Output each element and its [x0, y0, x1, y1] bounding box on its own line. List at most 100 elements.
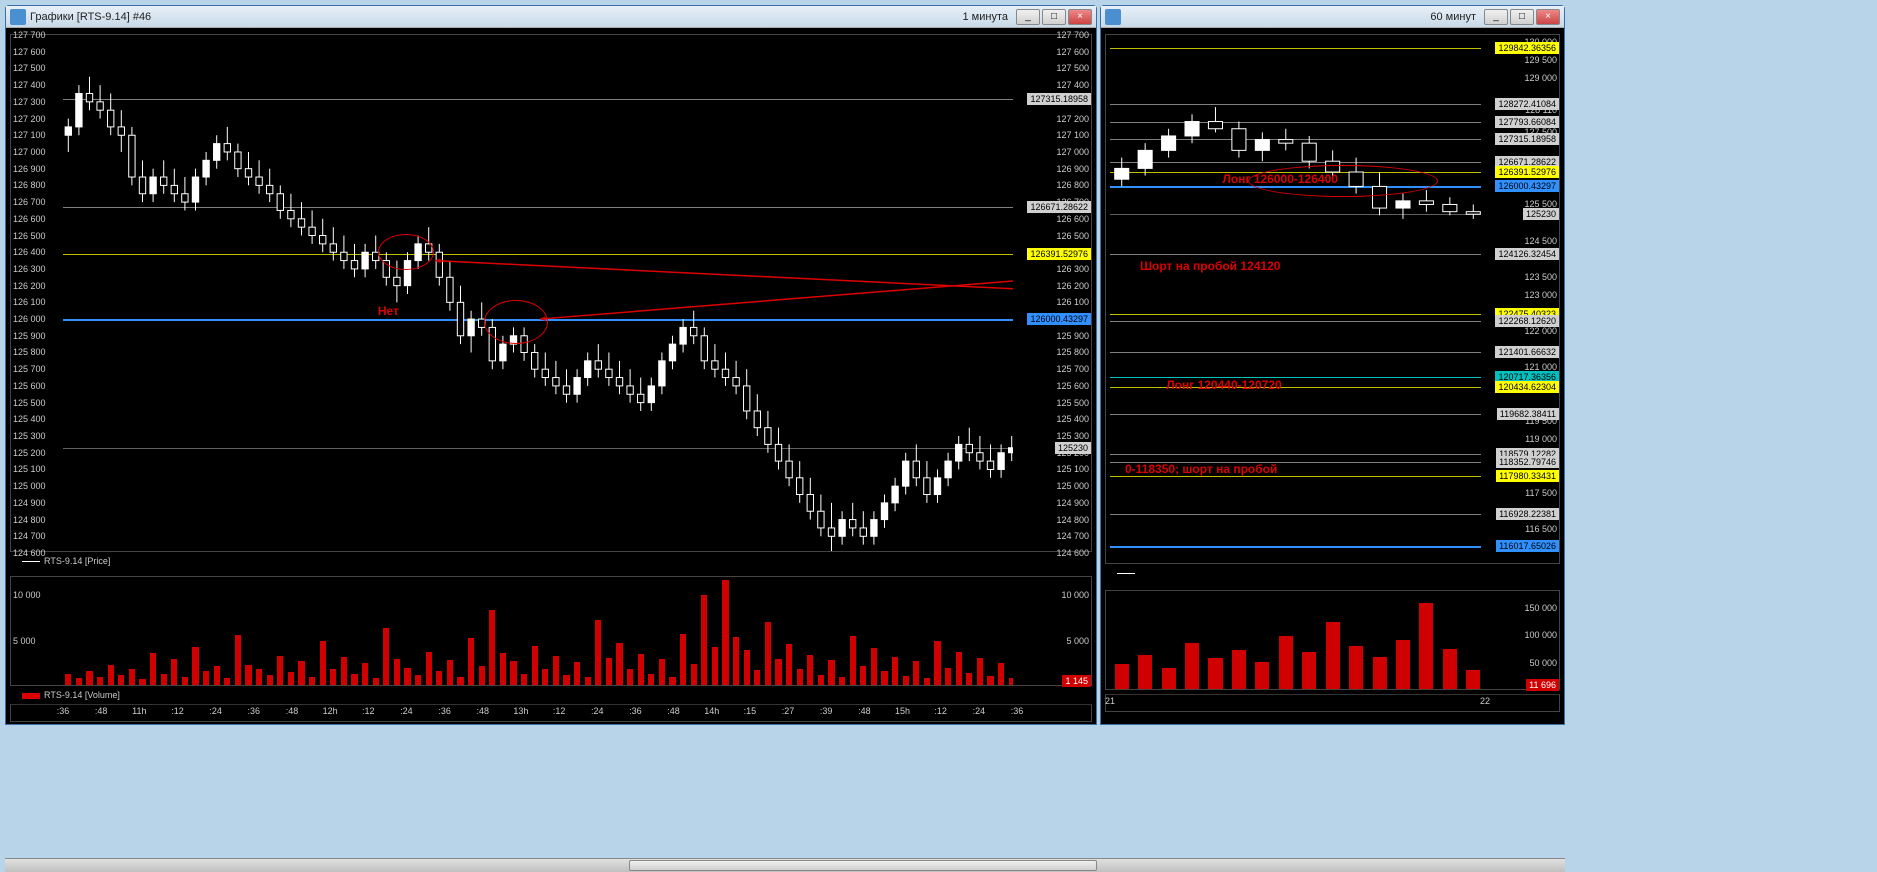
price-level-label: 116017.65026 — [1496, 540, 1559, 552]
price-level-label: 124126.32454 — [1495, 248, 1559, 260]
volume-bar — [1396, 640, 1410, 689]
volume-bar — [765, 622, 771, 685]
volume-bar — [500, 653, 506, 685]
x-axis: 2122 — [1105, 694, 1560, 712]
volume-bar — [214, 666, 220, 685]
price-level-label: 120434.62304 — [1495, 381, 1559, 393]
volume-bar — [404, 668, 410, 685]
close-button[interactable]: × — [1068, 9, 1092, 25]
app-icon — [10, 9, 26, 25]
volume-bar — [235, 635, 241, 685]
volume-bar — [521, 674, 527, 685]
annotation-text: Лонг 126000-126400 — [1223, 172, 1338, 186]
titlebar-1[interactable]: Графики [RTS-9.14] #46 1 минута _ □ × — [6, 6, 1096, 28]
volume-bar — [309, 677, 315, 685]
y-axis-right: 116 000116 500117 500119 000119 500121 0… — [1481, 35, 1559, 563]
volume-bar — [860, 666, 866, 685]
volume-bar — [532, 646, 538, 685]
volume-bar — [691, 664, 697, 685]
volume-bar — [341, 657, 347, 685]
price-level-label: 122268.12620 — [1495, 315, 1559, 327]
volume-bar — [881, 671, 887, 685]
volume-bar — [669, 677, 675, 685]
volume-bar — [775, 659, 781, 685]
minimize-button[interactable]: _ — [1016, 9, 1040, 25]
volume-bar — [76, 678, 82, 685]
volume-legend: RTS-9.14 [Volume] — [16, 688, 126, 702]
annotation-text: Нет — [378, 304, 399, 318]
horizontal-scrollbar[interactable] — [5, 858, 1565, 872]
volume-bar — [574, 662, 580, 685]
volume-bar — [426, 652, 432, 685]
price-legend — [1111, 566, 1145, 580]
volume-bar — [680, 634, 686, 685]
volume-bar — [192, 647, 198, 686]
volume-bar — [288, 672, 294, 685]
volume-bar — [97, 677, 103, 685]
volume-bar — [203, 671, 209, 685]
volume-bar — [627, 669, 633, 686]
volume-bar — [129, 669, 135, 686]
price-level-label: 118352.79746 — [1496, 456, 1559, 468]
volume-chart[interactable]: 50 000100 000150 00011 696 — [1105, 590, 1560, 690]
close-button[interactable]: × — [1536, 9, 1560, 25]
price-level-label: 126391.52976 — [1027, 248, 1091, 260]
volume-bar — [1443, 649, 1457, 689]
maximize-button[interactable]: □ — [1042, 9, 1066, 25]
minimize-button[interactable]: _ — [1484, 9, 1508, 25]
price-level-label: 126671.28622 — [1027, 201, 1091, 213]
price-chart[interactable]: 124 600124 700124 800124 900125 000125 1… — [10, 34, 1092, 552]
volume-bar — [648, 674, 654, 685]
volume-bar — [457, 677, 463, 685]
volume-bar — [510, 661, 516, 685]
volume-plot[interactable] — [1110, 591, 1481, 689]
chart-window-2: 60 минут _ □ × 116 000116 500117 500119 … — [1100, 5, 1565, 725]
volume-bar — [553, 656, 559, 685]
volume-bar — [701, 595, 707, 685]
y-axis-right: 124 600124 700124 800124 900125 000125 1… — [1013, 35, 1091, 551]
price-plot[interactable]: Лонг 126000-126400 Шорт на пробой 124120 Л… — [1110, 35, 1481, 563]
price-level-label: 117980.33431 — [1496, 470, 1559, 482]
volume-bar — [224, 678, 230, 685]
volume-bar — [362, 663, 368, 685]
volume-bar — [797, 669, 803, 685]
volume-bar — [754, 670, 760, 685]
volume-bar — [1279, 636, 1293, 689]
volume-bar — [585, 677, 591, 685]
volume-bar — [1162, 668, 1176, 689]
app-icon — [1105, 9, 1121, 25]
volume-bar — [542, 669, 548, 686]
price-level-label: 121401.66632 — [1495, 346, 1559, 358]
price-level-label: 128272.41084 — [1495, 98, 1559, 110]
volume-bar — [489, 610, 495, 685]
titlebar-2[interactable]: 60 минут _ □ × — [1101, 6, 1564, 28]
volume-bar — [871, 648, 877, 685]
volume-bar — [383, 628, 389, 685]
volume-bar — [245, 665, 251, 685]
maximize-button[interactable]: □ — [1510, 9, 1534, 25]
volume-bar — [108, 665, 114, 685]
volume-bar — [892, 657, 898, 685]
volume-chart[interactable]: 5 00010 0005 00010 0001 145 — [10, 576, 1092, 686]
volume-bar — [924, 678, 930, 685]
volume-bar — [712, 647, 718, 685]
volume-plot[interactable] — [63, 577, 1013, 685]
annotation-text: Лонг 120440-120720 — [1166, 378, 1281, 392]
volume-bar — [659, 659, 665, 685]
volume-bar — [563, 675, 569, 685]
price-plot[interactable]: Нет — [63, 35, 1013, 551]
volume-bar — [744, 650, 750, 685]
price-chart[interactable]: 116 000116 500117 500119 000119 500121 0… — [1105, 34, 1560, 564]
volume-bar — [394, 659, 400, 685]
volume-bar — [786, 644, 792, 685]
scrollbar-thumb[interactable] — [629, 860, 1097, 871]
volume-bar — [1232, 650, 1246, 689]
x-axis: :36:4811h:12:24:36:4812h:12:24:36:4813h:… — [10, 704, 1092, 722]
volume-bar — [807, 655, 813, 685]
annotation-text: Шорт на пробой 124120 — [1140, 259, 1280, 273]
volume-bar — [65, 674, 71, 685]
volume-bar — [468, 638, 474, 685]
timeframe-label: 1 минута — [963, 11, 1009, 23]
volume-bar — [977, 658, 983, 685]
volume-bar — [479, 666, 485, 685]
